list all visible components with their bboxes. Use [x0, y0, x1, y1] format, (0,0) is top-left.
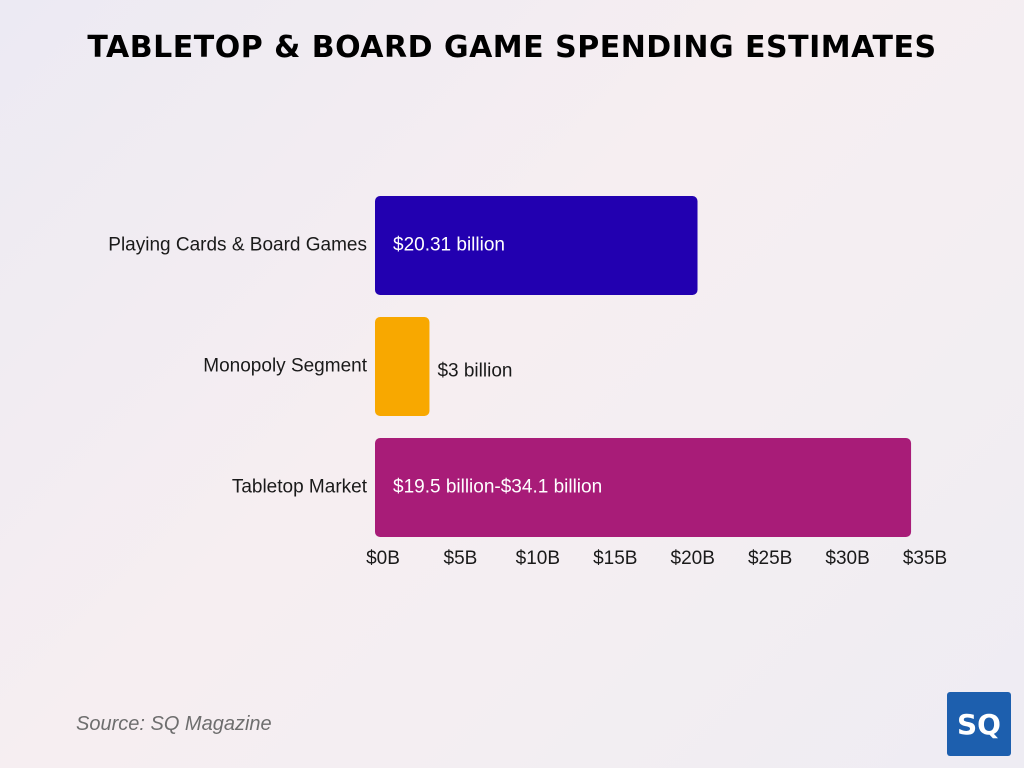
chart-title: TABLETOP & BOARD GAME SPENDING ESTIMATES: [87, 30, 937, 65]
category-label-2: Tabletop Market: [232, 477, 368, 498]
source-caption: Source: SQ Magazine: [76, 713, 272, 735]
x-tick-label-5: $25B: [748, 548, 792, 569]
bar-1: [375, 317, 430, 416]
bar-2: [375, 438, 912, 537]
x-tick-label-6: $30B: [825, 548, 869, 569]
x-tick-label-1: $5B: [444, 548, 478, 569]
x-tick-label-2: $10B: [516, 548, 560, 569]
x-tick-label-4: $20B: [671, 548, 715, 569]
x-tick-label-3: $15B: [593, 548, 637, 569]
x-tick-label-0: $0B: [366, 548, 400, 569]
category-label-0: Playing Cards & Board Games: [108, 235, 367, 256]
x-tick-label-7: $35B: [903, 548, 947, 569]
data-label-1: $3 billion: [437, 361, 512, 382]
bar-0: [375, 196, 698, 295]
logo-text: SQ: [957, 707, 1001, 741]
data-label-0: $20.31 billion: [393, 235, 505, 256]
data-label-2: $19.5 billion-$34.1 billion: [393, 477, 602, 498]
category-label-1: Monopoly Segment: [203, 356, 367, 377]
sq-logo: SQ: [947, 692, 1011, 756]
